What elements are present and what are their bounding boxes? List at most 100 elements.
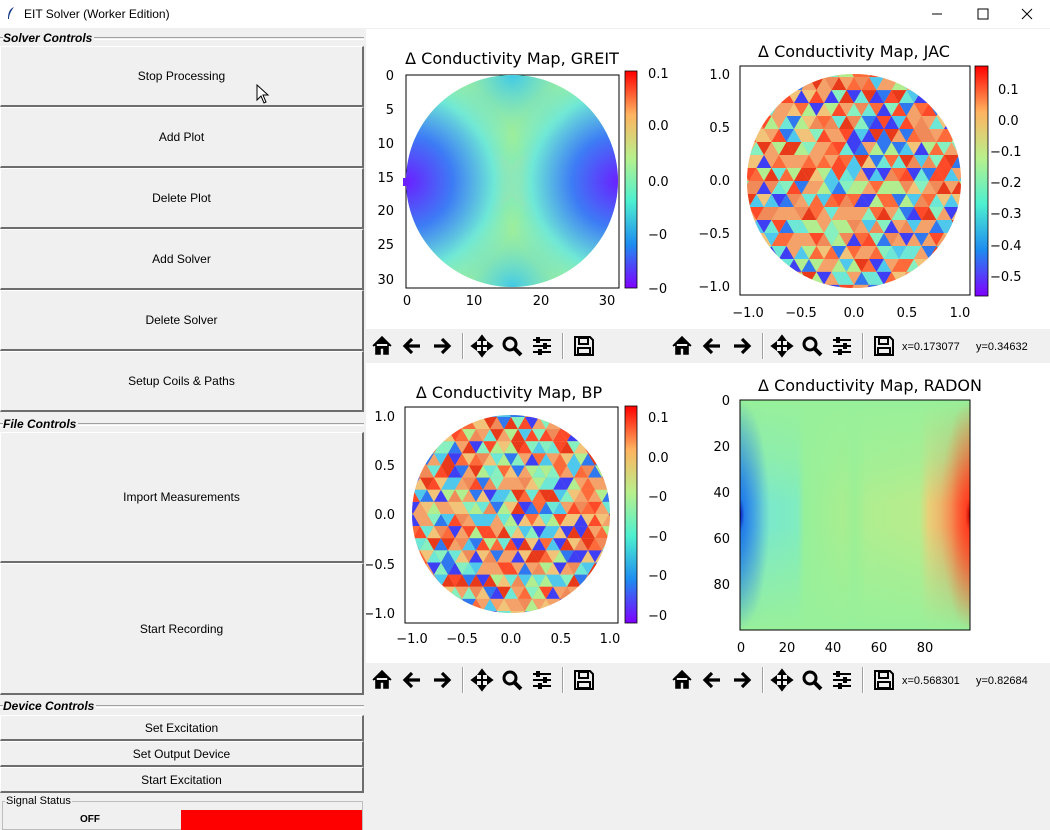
save-button[interactable] — [870, 666, 898, 694]
bp-plot-canvas[interactable]: Δ Conductivity Map, BP −1.0 −0.5 0.0 0.5… — [363, 363, 669, 664]
mesh-element — [651, 466, 665, 478]
mesh-element — [385, 441, 399, 453]
setup-coils-paths-button[interactable]: Setup Coils & Paths — [0, 351, 364, 412]
configure-subplots-button[interactable] — [528, 332, 556, 360]
mesh-element — [371, 441, 385, 453]
mesh-element — [936, 193, 952, 207]
mesh-element — [504, 586, 518, 599]
mesh-element — [553, 562, 567, 575]
zoom-button[interactable] — [498, 666, 526, 694]
mesh-element — [816, 103, 832, 117]
pan-button[interactable] — [768, 666, 796, 694]
pan-button[interactable] — [468, 666, 496, 694]
back-button[interactable] — [698, 666, 726, 694]
mesh-element — [539, 562, 553, 575]
minimize-button[interactable] — [914, 0, 960, 28]
forward-button[interactable] — [728, 666, 756, 694]
mesh-element — [469, 489, 483, 502]
mesh-element — [914, 219, 929, 233]
mesh-element — [1004, 194, 1019, 207]
set-output-device-button[interactable]: Set Output Device — [0, 741, 364, 767]
mesh-element — [786, 206, 802, 220]
jac-y-tick: −1.0 — [698, 280, 730, 295]
zoom-button[interactable] — [498, 332, 526, 360]
mesh-element — [929, 298, 944, 311]
forward-button[interactable] — [728, 332, 756, 360]
add-plot-button[interactable]: Add Plot — [0, 107, 364, 168]
jac-plot-canvas[interactable]: Δ Conductivity Map, JAC −1.0 −0.5 0.0 0.… — [668, 29, 1050, 330]
maximize-button[interactable] — [960, 0, 1006, 28]
mesh-element — [959, 51, 974, 64]
mesh-element — [448, 526, 462, 539]
save-button[interactable] — [870, 332, 898, 360]
mesh-element — [869, 168, 884, 181]
start-recording-button[interactable]: Start Recording — [0, 563, 364, 695]
mesh-element — [989, 285, 1004, 298]
mesh-element — [532, 465, 546, 478]
mesh-element — [929, 129, 944, 143]
mesh-element — [854, 219, 869, 233]
mesh-element — [483, 562, 497, 575]
configure-subplots-button[interactable] — [828, 332, 856, 360]
radon-plot-canvas[interactable]: Δ Conductivity Map, RADON 0 20 40 60 80 … — [668, 363, 1050, 664]
greit-plot-canvas[interactable]: Δ Conductivity Map, GREIT 0 10 20 30 0 5… — [366, 29, 669, 330]
home-button[interactable] — [368, 332, 396, 360]
mesh-element — [771, 206, 787, 220]
mesh-element — [385, 526, 399, 538]
mesh-element — [385, 478, 399, 490]
mesh-element — [420, 526, 434, 539]
radon-y-ticks: 0 20 40 60 80 — [713, 394, 730, 593]
configure-subplots-button[interactable] — [828, 666, 856, 694]
mesh-element — [816, 116, 832, 130]
home-button[interactable] — [668, 332, 696, 360]
mesh-element — [469, 477, 483, 490]
mesh-element — [854, 103, 869, 117]
mesh-element — [801, 142, 817, 156]
pan-icon — [470, 334, 494, 358]
mesh-element — [560, 489, 574, 502]
set-excitation-button[interactable]: Set Excitation — [0, 715, 364, 741]
mesh-element — [539, 538, 553, 551]
mesh-element — [518, 514, 532, 527]
delete-solver-button[interactable]: Delete Solver — [0, 290, 364, 351]
forward-button[interactable] — [428, 666, 456, 694]
pan-button[interactable] — [468, 332, 496, 360]
jac-colorbar — [974, 65, 989, 297]
close-button[interactable] — [1004, 0, 1050, 28]
start-excitation-button[interactable]: Start Excitation — [0, 767, 364, 793]
delete-plot-button[interactable]: Delete Plot — [0, 168, 364, 229]
mesh-element — [1012, 311, 1027, 324]
mesh-element — [497, 574, 511, 587]
forward-button[interactable] — [428, 332, 456, 360]
mesh-element — [567, 526, 581, 539]
back-button[interactable] — [398, 332, 426, 360]
mesh-element — [504, 429, 518, 442]
save-button[interactable] — [570, 332, 598, 360]
mesh-element — [951, 168, 961, 181]
back-button[interactable] — [398, 666, 426, 694]
zoom-button[interactable] — [798, 332, 826, 360]
home-button[interactable] — [368, 666, 396, 694]
jac-x-tick: 0.5 — [897, 306, 918, 321]
mesh-element — [1012, 129, 1027, 142]
mesh-element — [441, 489, 455, 502]
mesh-element — [734, 51, 749, 64]
home-button[interactable] — [668, 666, 696, 694]
mesh-element — [644, 466, 658, 478]
zoom-button[interactable] — [798, 666, 826, 694]
import-measurements-button[interactable]: Import Measurements — [0, 432, 364, 563]
home-icon — [672, 669, 692, 689]
mesh-element — [839, 193, 854, 207]
mesh-element — [637, 550, 651, 562]
add-solver-button[interactable]: Add Solver — [0, 229, 364, 290]
mesh-element — [824, 129, 839, 143]
toolbar-separator — [762, 333, 764, 359]
stop-processing-button[interactable]: Stop Processing — [0, 46, 364, 107]
save-button[interactable] — [570, 666, 598, 694]
window-title: EIT Solver (Worker Edition) — [24, 7, 170, 21]
pan-button[interactable] — [768, 332, 796, 360]
mesh-element — [539, 550, 553, 563]
mesh-element — [378, 490, 392, 502]
configure-subplots-button[interactable] — [528, 666, 556, 694]
back-button[interactable] — [698, 332, 726, 360]
